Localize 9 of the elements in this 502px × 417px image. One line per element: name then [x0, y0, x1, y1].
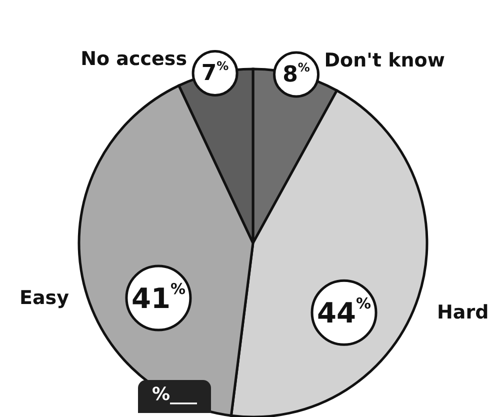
- data-label: 44$^{%}$: [317, 294, 372, 330]
- slice-label: No access: [80, 48, 188, 70]
- slice-label: Don't know: [324, 49, 445, 72]
- slice-label: Hard: [437, 302, 489, 324]
- data-label: 7$^{%}$: [201, 59, 229, 86]
- data-label: 41$^{%}$: [131, 280, 186, 314]
- text: %___: [138, 380, 212, 413]
- data-label: 8$^{%}$: [282, 60, 310, 87]
- slice-label: Easy: [20, 286, 70, 309]
